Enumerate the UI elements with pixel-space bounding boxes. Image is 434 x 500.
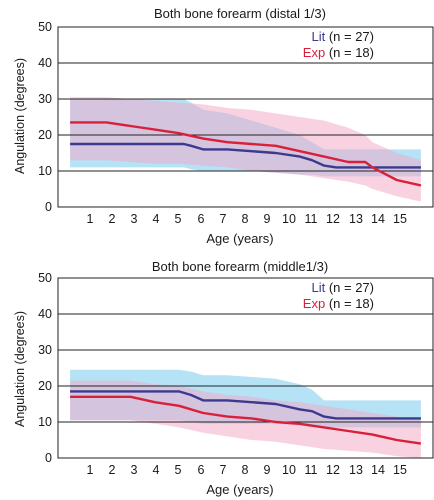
chart-title: Both bone forearm (middle1/3)	[152, 259, 328, 274]
y-axis-label: Angulation (degrees)	[13, 311, 27, 427]
y-tick-labels: 0 10 20 30 40 50	[38, 271, 52, 465]
y-tick-label: 40	[38, 56, 52, 70]
x-axis-label: Age (years)	[206, 231, 273, 246]
plot-area	[57, 277, 434, 459]
chart-panel-middle: Both bone forearm (middle1/3) Angulation…	[13, 259, 434, 497]
x-tick-label: 10	[282, 212, 296, 226]
x-tick-label: 13	[349, 463, 363, 477]
x-tick-labels: 1 2 3 4 5 6 7 8 9 10 11 12 13 14 15	[87, 212, 407, 226]
x-tick-label: 8	[242, 463, 249, 477]
legend: Lit (n = 27) Exp (n = 18)	[303, 280, 374, 311]
series-line-exp	[70, 395, 422, 445]
x-tick-label: 9	[264, 212, 271, 226]
x-tick-label: 2	[109, 463, 116, 477]
confidence-band-exp	[70, 97, 421, 202]
x-tick-label: 6	[198, 463, 205, 477]
y-tick-label: 10	[38, 415, 52, 429]
legend-entry-exp: Exp (n = 18)	[303, 45, 374, 60]
y-tick-label: 20	[38, 379, 52, 393]
series-line-lit	[70, 390, 421, 420]
x-tick-label: 2	[109, 212, 116, 226]
plot-frame	[57, 277, 434, 459]
y-tick-label: 40	[38, 307, 52, 321]
legend: Lit (n = 27) Exp (n = 18)	[303, 29, 374, 60]
x-tick-label: 1	[87, 212, 94, 226]
x-tick-label: 10	[282, 463, 296, 477]
x-tick-label: 4	[153, 212, 160, 226]
x-tick-labels: 1 2 3 4 5 6 7 8 9 10 11 12 13 14 15	[87, 463, 407, 477]
y-axis-label: Angulation (degrees)	[13, 58, 27, 174]
y-tick-label: 10	[38, 164, 52, 178]
x-tick-label: 5	[175, 212, 182, 226]
legend-entry-lit: Lit (n = 27)	[311, 29, 374, 44]
chart-title: Both bone forearm (distal 1/3)	[154, 6, 326, 21]
y-tick-label: 50	[38, 271, 52, 285]
x-tick-label: 6	[198, 212, 205, 226]
x-tick-label: 7	[220, 212, 227, 226]
legend-entry-lit: Lit (n = 27)	[311, 280, 374, 295]
x-tick-label: 1	[87, 463, 94, 477]
legend-entry-exp: Exp (n = 18)	[303, 296, 374, 311]
y-tick-label: 20	[38, 128, 52, 142]
x-tick-label: 8	[242, 212, 249, 226]
x-tick-label: 3	[131, 212, 138, 226]
x-tick-label: 9	[264, 463, 271, 477]
x-tick-label: 7	[220, 463, 227, 477]
x-tick-label: 13	[349, 212, 363, 226]
x-tick-label: 12	[326, 212, 340, 226]
x-tick-label: 15	[393, 463, 407, 477]
plot-area	[57, 26, 434, 208]
confidence-band-exp	[70, 380, 421, 458]
x-tick-label: 4	[153, 463, 160, 477]
y-tick-label: 50	[38, 20, 52, 34]
x-tick-label: 3	[131, 463, 138, 477]
y-tick-label: 30	[38, 343, 52, 357]
series-line-exp	[70, 121, 422, 187]
series-line-lit	[70, 142, 421, 169]
x-tick-label: 12	[326, 463, 340, 477]
plot-frame	[57, 26, 434, 208]
chart-panel-distal: Both bone forearm (distal 1/3) Angulatio…	[13, 6, 434, 246]
x-tick-label: 11	[305, 463, 318, 477]
y-tick-label: 0	[45, 451, 52, 465]
x-axis-label: Age (years)	[206, 482, 273, 497]
x-tick-label: 14	[371, 212, 385, 226]
y-tick-label: 30	[38, 92, 52, 106]
y-tick-labels: 0 10 20 30 40 50	[38, 20, 52, 214]
x-tick-label: 14	[371, 463, 385, 477]
x-tick-label: 15	[393, 212, 407, 226]
x-tick-label: 11	[305, 212, 318, 226]
x-tick-label: 5	[175, 463, 182, 477]
y-tick-label: 0	[45, 200, 52, 214]
